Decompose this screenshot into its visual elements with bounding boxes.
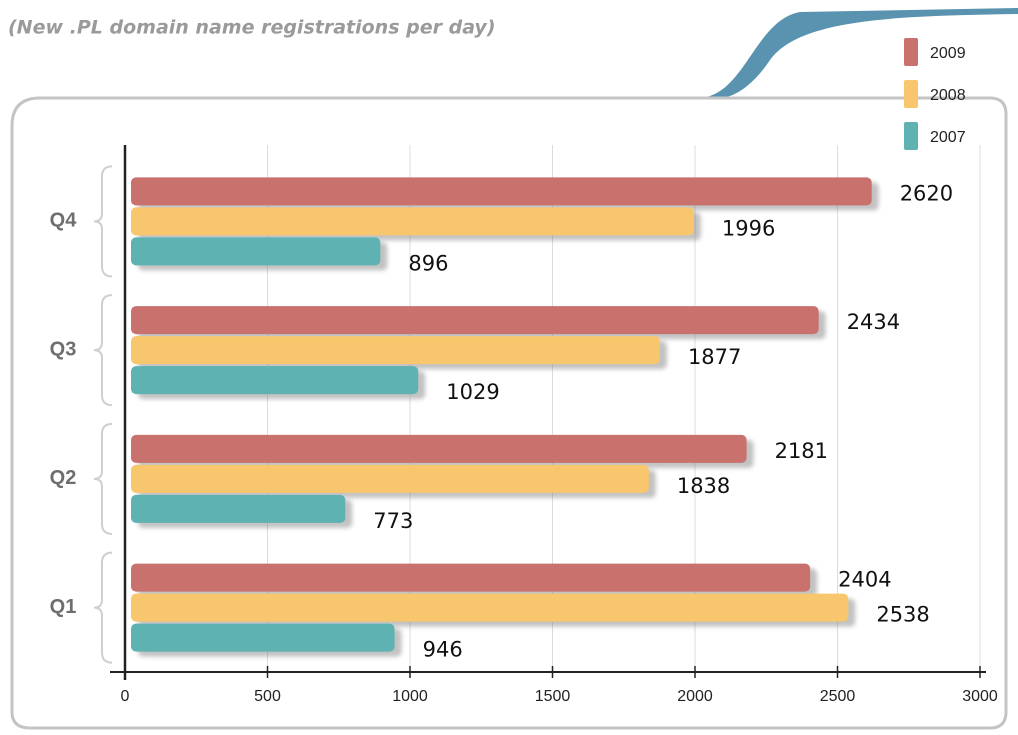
data-label: 2434: [847, 310, 900, 334]
category-brace: [93, 165, 113, 278]
data-label: 1838: [677, 474, 730, 498]
legend-swatch: [904, 80, 918, 108]
y-tick-label: Q1: [50, 596, 77, 618]
bar: [131, 563, 811, 592]
data-label: 2620: [900, 181, 953, 205]
data-label: 946: [423, 638, 463, 662]
data-label: 1877: [688, 345, 741, 369]
bar: [131, 593, 849, 622]
legend-swatch: [904, 38, 918, 66]
x-tick-label: 3000: [962, 688, 998, 705]
legend-label: 2007: [930, 129, 966, 146]
category-brace: [93, 294, 113, 407]
y-tick-label: Q2: [50, 467, 77, 489]
data-label: 2538: [876, 603, 929, 627]
bar: [131, 306, 819, 335]
y-tick-label: Q4: [50, 210, 78, 232]
category-brace: [93, 422, 113, 535]
data-label: 896: [408, 251, 448, 275]
bar: [131, 207, 694, 236]
x-tick-label: 1000: [392, 688, 428, 705]
bar: [131, 464, 649, 493]
bar: [131, 434, 747, 463]
legend-label: 2009: [930, 45, 966, 62]
x-tick-label: 1500: [535, 688, 571, 705]
legend-label: 2008: [930, 87, 966, 104]
bar: [131, 336, 660, 365]
category-brace: [93, 551, 113, 664]
data-label: 773: [373, 509, 413, 533]
panel: [10, 96, 1008, 730]
bar: [131, 366, 419, 395]
x-tick-label: 2000: [677, 688, 713, 705]
bar: [131, 237, 381, 266]
data-label: 1996: [722, 216, 775, 240]
decor-swoosh: [700, 8, 1018, 98]
x-tick-label: 0: [121, 688, 130, 705]
chart-subtitle: (New .PL domain name registrations per d…: [8, 17, 496, 39]
data-label: 1029: [446, 380, 499, 404]
x-tick-label: 2500: [820, 688, 856, 705]
bar: [131, 494, 346, 523]
data-label: 2404: [838, 568, 891, 592]
x-tick-label: 500: [254, 688, 281, 705]
bar: [131, 623, 395, 652]
legend-swatch: [904, 122, 918, 150]
bar: [131, 177, 872, 206]
y-tick-label: Q3: [50, 338, 77, 360]
data-label: 2181: [775, 439, 828, 463]
